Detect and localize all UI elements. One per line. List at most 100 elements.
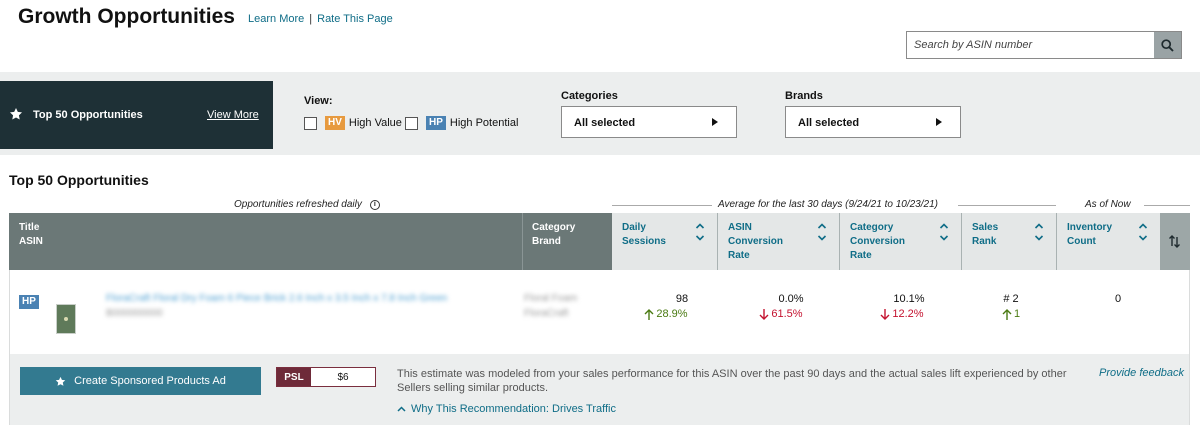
caret-right-icon [936, 118, 942, 126]
divider-line [612, 205, 712, 206]
column-header-title: Title ASIN [9, 213, 522, 270]
divider-line [1144, 205, 1190, 206]
search-icon [1161, 38, 1174, 52]
info-icon[interactable]: i [369, 199, 380, 210]
table-row [9, 270, 1190, 354]
sort-arrows-icon [1169, 235, 1180, 248]
sales-rank-change: 1 [971, 308, 1051, 320]
top-opportunities-panel: Top 50 Opportunities View More [0, 81, 273, 149]
column-header-text: Conversion [728, 236, 784, 247]
hp-badge: HP [426, 116, 446, 130]
column-divider [522, 213, 523, 270]
high-potential-checkbox[interactable] [405, 116, 418, 130]
view-label: View: [304, 95, 333, 107]
sales-rank-change-value: 1 [1013, 308, 1021, 320]
product-brand: FloraCraft [524, 308, 569, 319]
estimate-text: This estimate was modeled from your sale… [397, 368, 1067, 394]
chevron-up-icon [397, 406, 406, 412]
refreshed-note: Opportunities refreshed daily i [234, 199, 380, 210]
column-header-text: Sessions [622, 236, 666, 247]
column-divider [961, 213, 962, 270]
rate-page-link[interactable]: Rate This Page [317, 13, 393, 25]
sort-toggle-button[interactable] [1160, 213, 1190, 270]
column-header-text: Brand [532, 236, 561, 247]
asin-conversion-change-value: 61.5% [771, 308, 803, 320]
column-header-text: ASIN [728, 222, 752, 233]
categories-label: Categories [561, 90, 618, 102]
view-option-high-potential[interactable]: HP High Potential [405, 116, 518, 130]
sort-icon[interactable] [817, 222, 827, 242]
sort-icon[interactable] [939, 222, 949, 242]
column-header-text: Count [1067, 236, 1096, 247]
brands-value: All selected [798, 117, 860, 129]
column-header-text: Rate [850, 250, 872, 261]
sort-icon[interactable] [695, 222, 705, 242]
brands-label: Brands [785, 90, 823, 102]
psl-tag: PSL [277, 368, 311, 386]
caret-right-icon [712, 118, 718, 126]
column-divider [1056, 213, 1057, 270]
column-header-text: Category [532, 222, 576, 233]
arrow-down-icon [759, 308, 769, 320]
search-input[interactable] [907, 32, 1156, 58]
category-conversion-change: 12.2% [862, 308, 942, 320]
column-header-text: Sales [972, 222, 999, 233]
link-separator: | [309, 13, 313, 25]
asin-search [906, 31, 1182, 59]
inventory-count-value: 0 [1114, 293, 1122, 305]
high-value-label: High Value [348, 117, 402, 129]
sales-rank-value: # 2 [1003, 293, 1019, 305]
column-header-text: Rank [972, 236, 997, 247]
column-header-daily-sessions: Daily Sessions [612, 213, 717, 270]
psl-estimate: PSL $6 [276, 367, 376, 387]
categories-value: All selected [574, 117, 636, 129]
high-value-checkbox[interactable] [304, 116, 317, 130]
search-button[interactable] [1154, 32, 1181, 58]
product-category: Floral Foam [524, 293, 578, 304]
product-image[interactable] [56, 304, 76, 334]
brands-dropdown[interactable]: All selected [785, 106, 961, 138]
column-header-text: Category [850, 222, 894, 233]
divider-line [958, 205, 1056, 206]
daily-sessions-value: 98 [675, 293, 689, 305]
create-sponsored-ad-label: Create Sponsored Products Ad [74, 375, 226, 387]
star-icon [9, 108, 23, 120]
view-option-high-value[interactable]: HV High Value [304, 116, 402, 130]
page-header: Growth Opportunities Learn More | Rate Thi… [0, 0, 1200, 72]
create-sponsored-ad-button[interactable]: Create Sponsored Products Ad [20, 367, 261, 395]
top-opportunities-label: Top 50 Opportunities [33, 109, 143, 121]
column-header-text: Inventory [1067, 222, 1113, 233]
why-recommendation-toggle[interactable]: Why This Recommendation: Drives Traffic [397, 403, 616, 415]
column-divider [839, 213, 840, 270]
view-more-link[interactable]: View More [207, 109, 259, 121]
why-recommendation-label: Why This Recommendation: Drives Traffic [411, 403, 616, 415]
categories-dropdown[interactable]: All selected [561, 106, 737, 138]
column-header-text: Title [19, 222, 40, 233]
hv-badge: HV [325, 116, 345, 130]
learn-more-link[interactable]: Learn More [248, 13, 305, 25]
column-header-asin-conversion: ASIN Conversion Rate [718, 213, 839, 270]
column-header-text: ASIN [19, 236, 43, 247]
sort-icon[interactable] [1138, 222, 1148, 242]
section-title: Top 50 Opportunities [9, 172, 149, 188]
row-hp-badge: HP [19, 295, 39, 309]
arrow-up-icon [1002, 308, 1012, 320]
column-divider [717, 213, 718, 270]
category-conversion-change-value: 12.2% [892, 308, 924, 320]
column-header-category: Category Brand [522, 213, 612, 270]
sort-icon[interactable] [1034, 222, 1044, 242]
header-links: Learn More | Rate This Page [248, 13, 393, 25]
average-caption: Average for the last 30 days (9/24/21 to… [718, 199, 938, 210]
provide-feedback-link[interactable]: Provide feedback [1099, 367, 1184, 379]
as-of-caption: As of Now [1085, 199, 1131, 210]
column-header-text: Rate [728, 250, 750, 261]
psl-value: $6 [337, 371, 349, 383]
column-header-text: Conversion [850, 236, 906, 247]
daily-sessions-change: 28.9% [626, 308, 706, 320]
column-header-text: Daily [622, 222, 646, 233]
column-header-sales-rank: Sales Rank [962, 213, 1056, 270]
star-icon [55, 376, 66, 386]
category-conversion-value: 10.1% [893, 293, 925, 305]
arrow-up-icon [644, 308, 654, 320]
product-title-link[interactable]: FloraCraft Floral Dry Foam 6 Piece Brick… [106, 293, 448, 304]
